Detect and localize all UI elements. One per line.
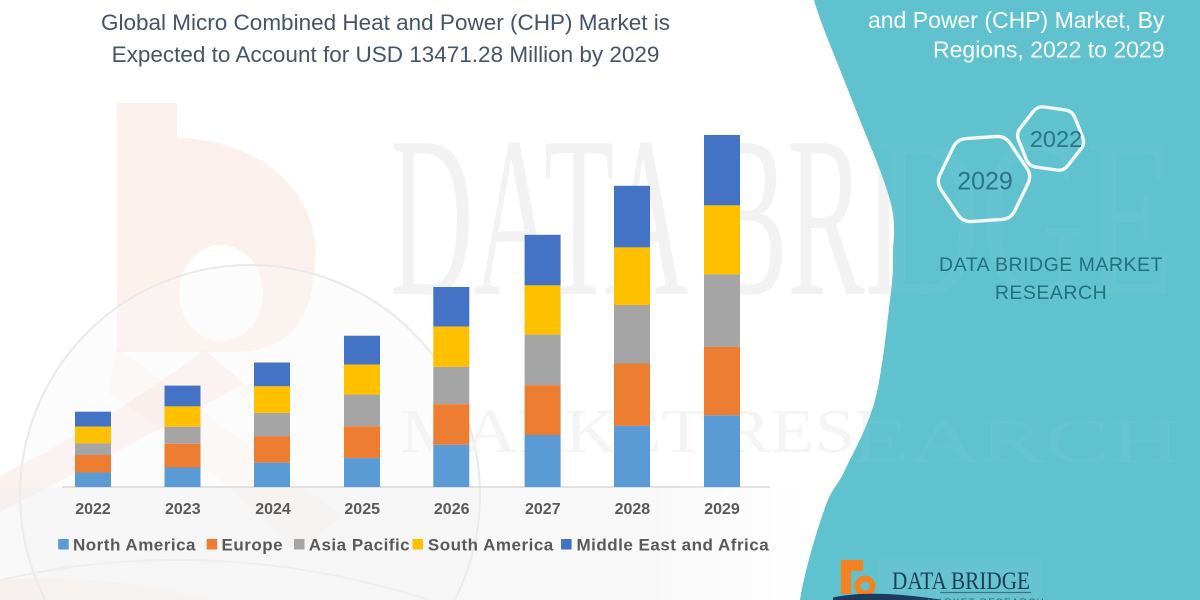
svg-text:Regions, 2022 to 2029: Regions, 2022 to 2029 bbox=[933, 37, 1164, 63]
svg-text:2022: 2022 bbox=[1030, 126, 1082, 152]
svg-text:Europe: Europe bbox=[222, 536, 284, 555]
svg-text:2029: 2029 bbox=[957, 168, 1013, 196]
svg-text:2022: 2022 bbox=[75, 501, 111, 518]
svg-text:2028: 2028 bbox=[615, 501, 651, 518]
svg-text:South America: South America bbox=[428, 536, 554, 555]
svg-text:2029: 2029 bbox=[704, 501, 740, 518]
svg-text:MARKET RESEARCH: MARKET RESEARCH bbox=[927, 598, 1045, 600]
svg-text:2025: 2025 bbox=[344, 501, 380, 518]
svg-text:RESEARCH: RESEARCH bbox=[995, 282, 1107, 304]
svg-text:2023: 2023 bbox=[165, 501, 201, 518]
svg-text:2026: 2026 bbox=[434, 501, 470, 518]
svg-text:DATA BRIDGE MARKET: DATA BRIDGE MARKET bbox=[939, 254, 1163, 276]
svg-text:2024: 2024 bbox=[255, 501, 291, 518]
svg-text:North America: North America bbox=[73, 536, 196, 555]
svg-text:2027: 2027 bbox=[525, 501, 561, 518]
svg-text:DATA BRIDGE: DATA BRIDGE bbox=[892, 568, 1030, 595]
svg-text:DGE: DGE bbox=[875, 89, 1175, 344]
svg-text:Middle East and Africa: Middle East and Africa bbox=[577, 536, 770, 555]
svg-text:EARCH: EARCH bbox=[850, 408, 1180, 476]
svg-text:Global Micro Combined Heat and: Global Micro Combined Heat and Power (CH… bbox=[101, 10, 670, 35]
svg-text:Asia Pacific: Asia Pacific bbox=[309, 536, 410, 555]
svg-text:Expected to Account for USD 13: Expected to Account for USD 13471.28 Mil… bbox=[112, 42, 660, 67]
svg-text:and Power (CHP) Market, By: and Power (CHP) Market, By bbox=[868, 7, 1165, 33]
